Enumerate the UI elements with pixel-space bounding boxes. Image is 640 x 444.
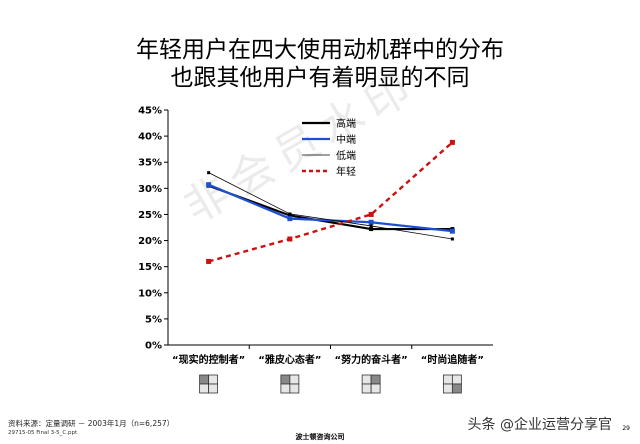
y-tick-label: 5% — [145, 314, 162, 325]
quadrant-icon-cell — [289, 383, 300, 394]
y-tick-label: 15% — [138, 262, 162, 273]
series-line-3 — [208, 141, 454, 263]
series-point — [287, 213, 292, 218]
quadrant-icon-cell — [370, 374, 381, 385]
quadrant-icon-cell — [280, 374, 291, 385]
series-point — [287, 216, 293, 222]
source-note: 资料来源：定量调研 － 2003年1月（n=6,257） — [8, 419, 175, 428]
quadrant-icon-cell — [289, 374, 300, 385]
quadrant-icon-cell — [370, 383, 381, 394]
legend-label: 低端 — [336, 149, 356, 162]
quadrant-icon-cell — [199, 374, 210, 385]
series-line-1 — [208, 183, 453, 233]
series-point — [449, 139, 455, 145]
y-tick-label: 40% — [138, 132, 162, 143]
series-point — [207, 171, 211, 175]
chart-title-line1: 年轻用户在四大使用动机群中的分布 — [136, 37, 504, 63]
x-tick-label: “努力的奋斗者” — [335, 353, 408, 366]
y-tick-label: 25% — [138, 210, 162, 221]
series-point — [206, 182, 212, 188]
series-point — [368, 219, 374, 225]
credit-watermark: 头条 @企业运营分享官 — [467, 417, 612, 433]
series-point — [288, 212, 292, 216]
y-tick-label: 35% — [138, 158, 162, 169]
x-tick-label: “时尚追随者” — [421, 353, 484, 366]
y-tick-label: 30% — [138, 184, 162, 195]
series-line-2 — [208, 172, 453, 240]
quadrant-icon-cell — [208, 374, 219, 385]
series-point — [206, 258, 212, 264]
series-point — [369, 224, 373, 228]
quadrant-icon-cell — [208, 383, 219, 394]
file-name: 29715-05 Final 3-5_C.ppt — [8, 430, 78, 436]
series-point — [449, 228, 455, 234]
series-point — [369, 227, 374, 232]
x-tick-label: “雅皮心态者” — [258, 353, 321, 366]
y-tick-label: 45% — [138, 106, 162, 117]
legend-label: 高端 — [336, 117, 356, 130]
y-tick-label: 20% — [138, 236, 162, 247]
quadrant-icon-cell — [361, 374, 372, 385]
legend-label: 中端 — [336, 133, 356, 146]
company-name: 波士顿咨询公司 — [295, 433, 345, 441]
quadrant-icon-cell — [442, 383, 453, 394]
series-point — [450, 237, 454, 241]
legend-label: 年轻 — [336, 165, 356, 178]
quadrant-icon-cell — [199, 383, 210, 394]
chart-title-line2: 也跟其他用户有着明显的不同 — [170, 65, 470, 91]
quadrant-icon-cell — [451, 383, 462, 394]
y-tick-label: 10% — [138, 288, 162, 299]
series-point — [368, 211, 374, 217]
series-line-0 — [208, 184, 453, 231]
quadrant-icon-cell — [442, 374, 453, 385]
quadrant-icon-cell — [361, 383, 372, 394]
page-number: 29 — [622, 425, 630, 432]
x-tick-label: “现实的控制者” — [172, 353, 245, 366]
series-point — [287, 236, 293, 242]
y-tick-label: 0% — [145, 341, 162, 352]
quadrant-icon-cell — [280, 383, 291, 394]
quadrant-icon-cell — [451, 374, 462, 385]
